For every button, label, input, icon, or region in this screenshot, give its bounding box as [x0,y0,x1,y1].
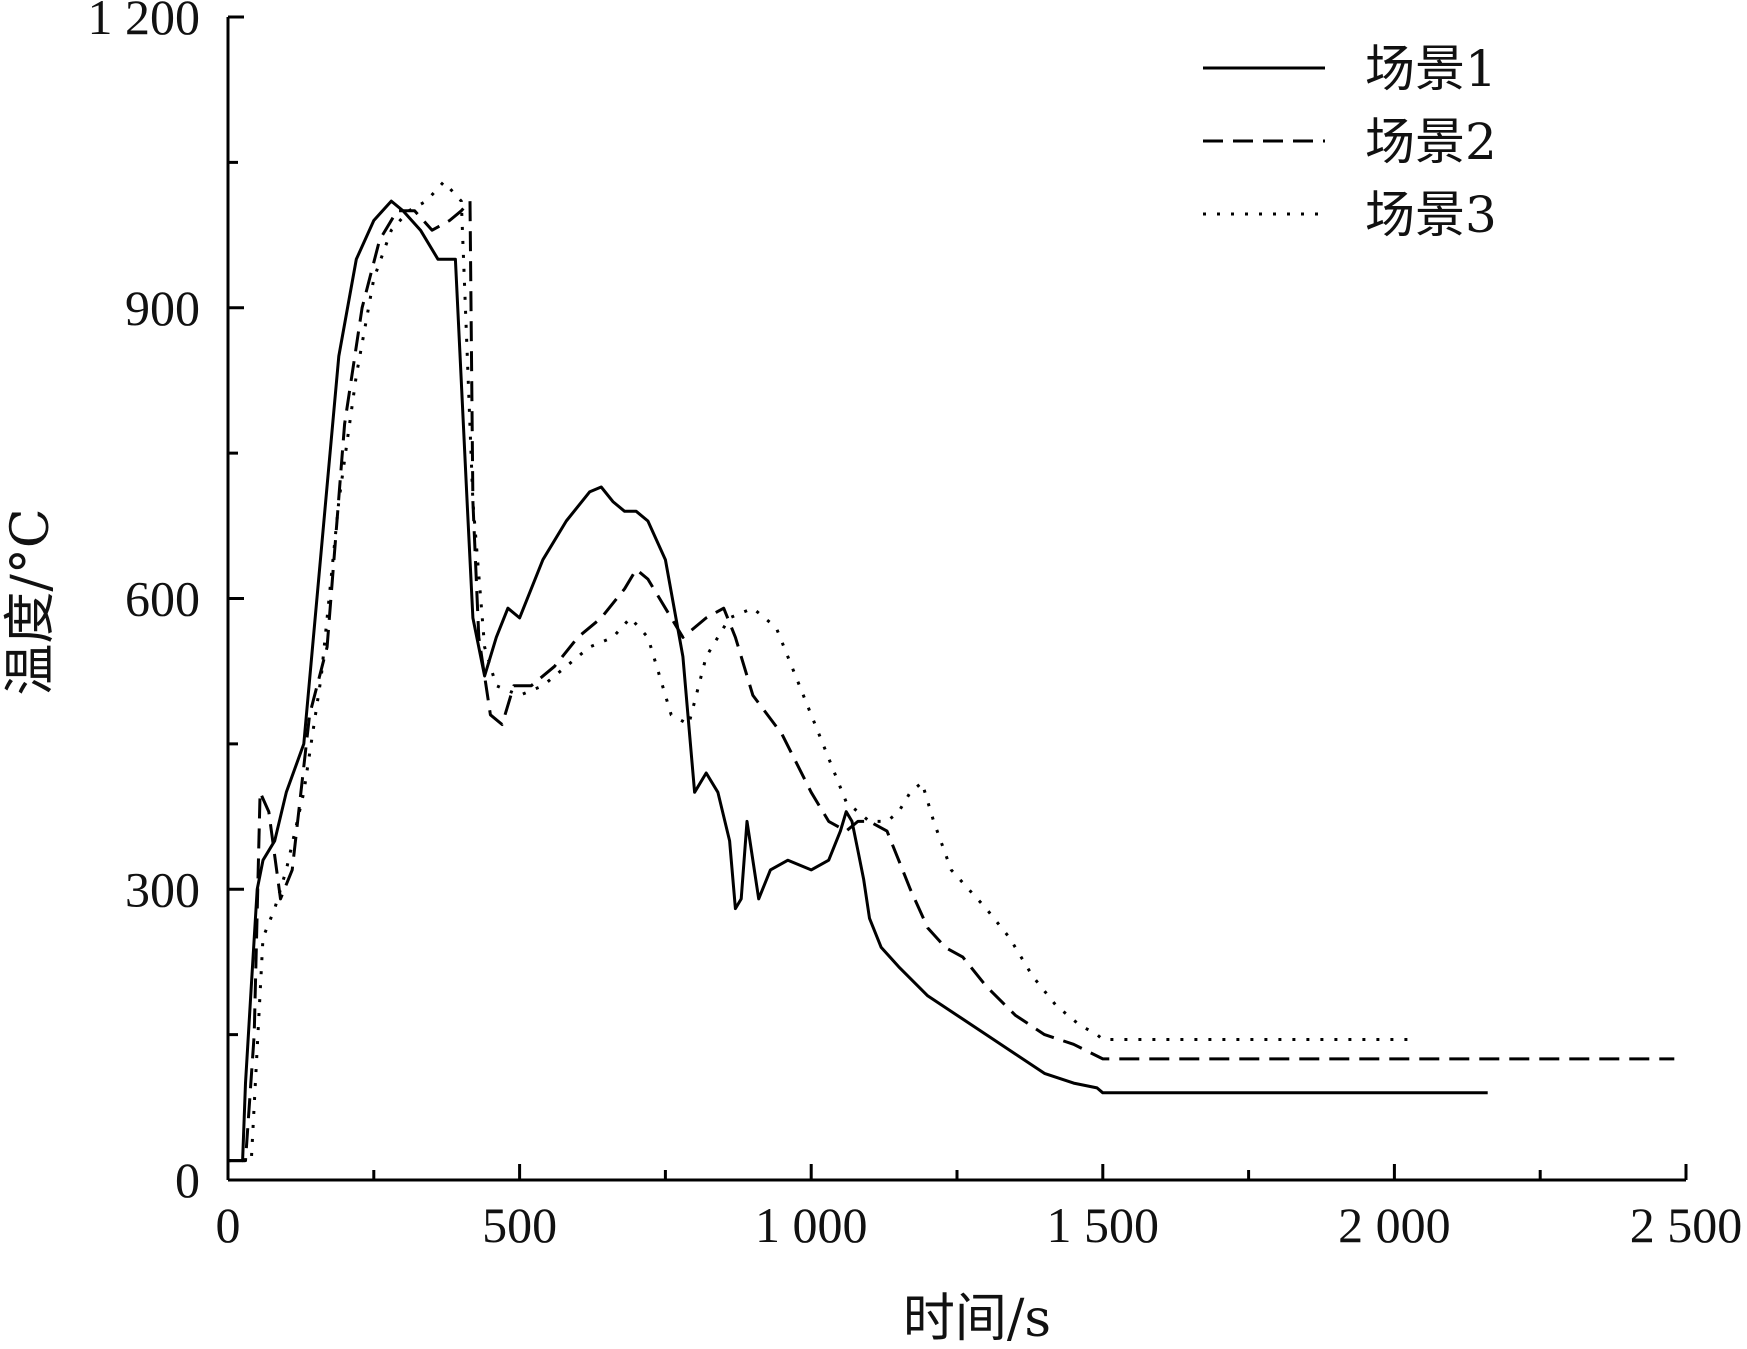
axes: 0 500 1 000 1 500 2 000 2 500 0 300 600 900 1 200 [88,0,1743,1253]
legend-label-2: 场景2 [1365,113,1497,171]
series-line-1 [228,199,1488,1163]
x-tick-label: 1 000 [755,1197,868,1253]
series-line-2 [228,199,1675,1163]
x-tick-label: 1 500 [1047,1197,1160,1253]
x-tick-label: 500 [482,1197,557,1253]
x-tick-label: 2 000 [1338,1197,1451,1253]
legend-label-1: 场景1 [1365,40,1497,98]
y-tick-label: 300 [125,861,200,917]
x-axis-ticks: 0 500 1 000 1 500 2 000 2 500 [216,1164,1743,1253]
legend-label-3: 场景3 [1365,186,1497,244]
y-tick-label: 900 [125,280,200,336]
y-tick-label: 0 [175,1152,200,1208]
legend: 场景1 场景2 场景3 [1203,40,1497,244]
y-tick-label: 600 [125,571,200,627]
series-layer [228,180,1675,1163]
y-axis-ticks: 0 300 600 900 1 200 [88,0,244,1208]
x-axis-title: 时间/s [903,1289,1051,1349]
x-tick-label: 2 500 [1630,1197,1743,1253]
y-axis-title: 温度/°C [1,508,61,695]
y-tick-label: 1 200 [88,0,201,45]
x-tick-label: 0 [216,1197,241,1253]
series-line-3 [228,180,1412,1163]
